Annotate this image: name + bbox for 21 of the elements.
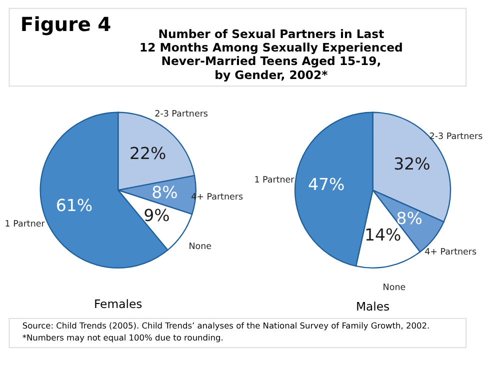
slice-label: 2-3 Partners [429, 132, 484, 142]
data-label: 14% [364, 226, 402, 245]
caption: Figure 4 [20, 13, 112, 36]
text: Number of Sexual Partners in Last 12 Months Among Sexually Experienced Never-Married Teens Aged 15-19, by Gender, 2002* [140, 27, 403, 82]
slice-label: None [188, 242, 212, 252]
data-label: 8% [152, 182, 178, 202]
text: Males [356, 299, 390, 314]
data-label: 32% [394, 154, 430, 174]
slice-label: None [382, 282, 406, 293]
text: *Numbers may not equal 100% due to rounding. [22, 332, 224, 342]
slice-label: 1 Partner [4, 220, 46, 230]
text: Females [94, 297, 142, 312]
data-label: 8% [396, 208, 422, 228]
slice-label: 2-3 Partners [154, 110, 208, 120]
data-label: 22% [129, 144, 166, 164]
slice-label: 1 Partner [254, 175, 295, 186]
source-note: Source: Child Trends (2005). Child Trends’ analyses of the National Survey of Family Growth, 2002. [22, 320, 430, 331]
data-label: 47% [308, 174, 345, 194]
data-label: 9% [144, 206, 170, 226]
slice-label: 4+ Partners [424, 248, 477, 258]
data-label: 61% [56, 196, 93, 215]
